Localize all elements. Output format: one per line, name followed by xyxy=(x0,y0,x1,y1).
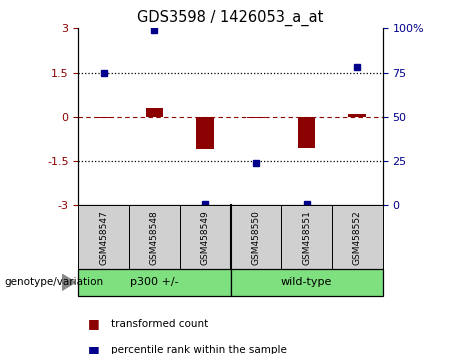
Bar xyxy=(349,114,366,117)
Bar xyxy=(196,117,214,149)
Text: genotype/variation: genotype/variation xyxy=(5,277,104,287)
Bar xyxy=(180,205,230,269)
Bar xyxy=(129,205,180,269)
Bar xyxy=(146,108,163,117)
Title: GDS3598 / 1426053_a_at: GDS3598 / 1426053_a_at xyxy=(137,9,324,25)
Text: GSM458552: GSM458552 xyxy=(353,210,362,264)
Text: ■: ■ xyxy=(88,318,99,330)
Text: GSM458549: GSM458549 xyxy=(201,210,210,264)
Text: transformed count: transformed count xyxy=(111,319,208,329)
Polygon shape xyxy=(62,274,75,290)
Bar xyxy=(95,117,112,118)
Text: GSM458550: GSM458550 xyxy=(251,210,260,265)
Text: ■: ■ xyxy=(88,344,99,354)
Bar xyxy=(247,117,265,118)
Text: p300 +/-: p300 +/- xyxy=(130,277,179,287)
Bar xyxy=(281,205,332,269)
Bar xyxy=(230,269,383,296)
Bar xyxy=(78,269,230,296)
Text: GSM458548: GSM458548 xyxy=(150,210,159,264)
Text: wild-type: wild-type xyxy=(281,277,332,287)
Text: GSM458547: GSM458547 xyxy=(99,210,108,264)
Bar xyxy=(78,205,129,269)
Bar xyxy=(230,205,281,269)
Bar xyxy=(298,117,315,148)
Bar xyxy=(332,205,383,269)
Text: GSM458551: GSM458551 xyxy=(302,210,311,265)
Text: percentile rank within the sample: percentile rank within the sample xyxy=(111,346,287,354)
